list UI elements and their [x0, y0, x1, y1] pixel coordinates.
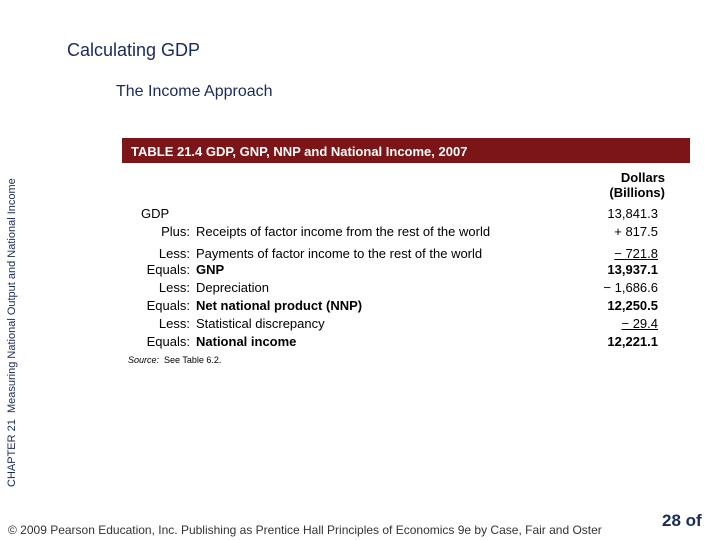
row-item: GDP: [141, 206, 170, 221]
row-item: Statistical discrepancy: [196, 316, 325, 331]
row-item: Receipts of factor income from the rest …: [196, 224, 491, 239]
table-title: TABLE 21.4 GDP, GNP, NNP and National In…: [131, 144, 468, 159]
row-item: National income: [196, 334, 297, 349]
row-operator: Less:: [158, 246, 190, 261]
table-title-bar: [122, 138, 690, 163]
row-value: − 1,686.6: [603, 280, 658, 295]
row-value: 12,221.1: [607, 334, 658, 349]
unit-header: Dollars: [620, 170, 665, 185]
source-label: Source:: [128, 355, 160, 365]
slide-subtitle: The Income Approach: [116, 83, 273, 100]
row-operator: Less:: [158, 316, 190, 331]
sidebar: CHAPTER 21 Measuring National Output and…: [6, 178, 18, 487]
chapter-title: Measuring National Output and National I…: [6, 178, 18, 414]
row-value: 12,250.5: [607, 298, 658, 313]
chapter: CHAPTER 21: [6, 419, 18, 487]
row-item: Net national product (NNP): [196, 298, 363, 313]
row-item: Depreciation: [196, 280, 269, 295]
page-number: 28 of: [662, 511, 702, 530]
row-value: + 817.5: [614, 224, 658, 239]
row-operator: Less:: [158, 280, 190, 295]
row-value: − 29.4: [621, 316, 658, 331]
row-operator: Equals:: [146, 262, 190, 277]
row-operator: Equals:: [146, 334, 190, 349]
row-item: Payments of factor income to the rest of…: [196, 246, 483, 261]
row-value: − 721.8: [614, 246, 658, 261]
slide-title: Calculating GDP: [67, 40, 201, 60]
row-value: 13,937.1: [607, 262, 658, 277]
row-operator: Plus:: [161, 224, 190, 239]
row-value: 13,841.3: [607, 206, 658, 221]
source: Source: See Table 6.2.: [128, 355, 221, 365]
source-text: See Table 6.2.: [164, 355, 222, 365]
unit-header: (Billions): [609, 185, 665, 200]
row-item: GNP: [196, 262, 225, 277]
copyright: © 2009 Pearson Education, Inc. Publishin…: [8, 523, 602, 537]
row-operator: Equals:: [146, 298, 190, 313]
